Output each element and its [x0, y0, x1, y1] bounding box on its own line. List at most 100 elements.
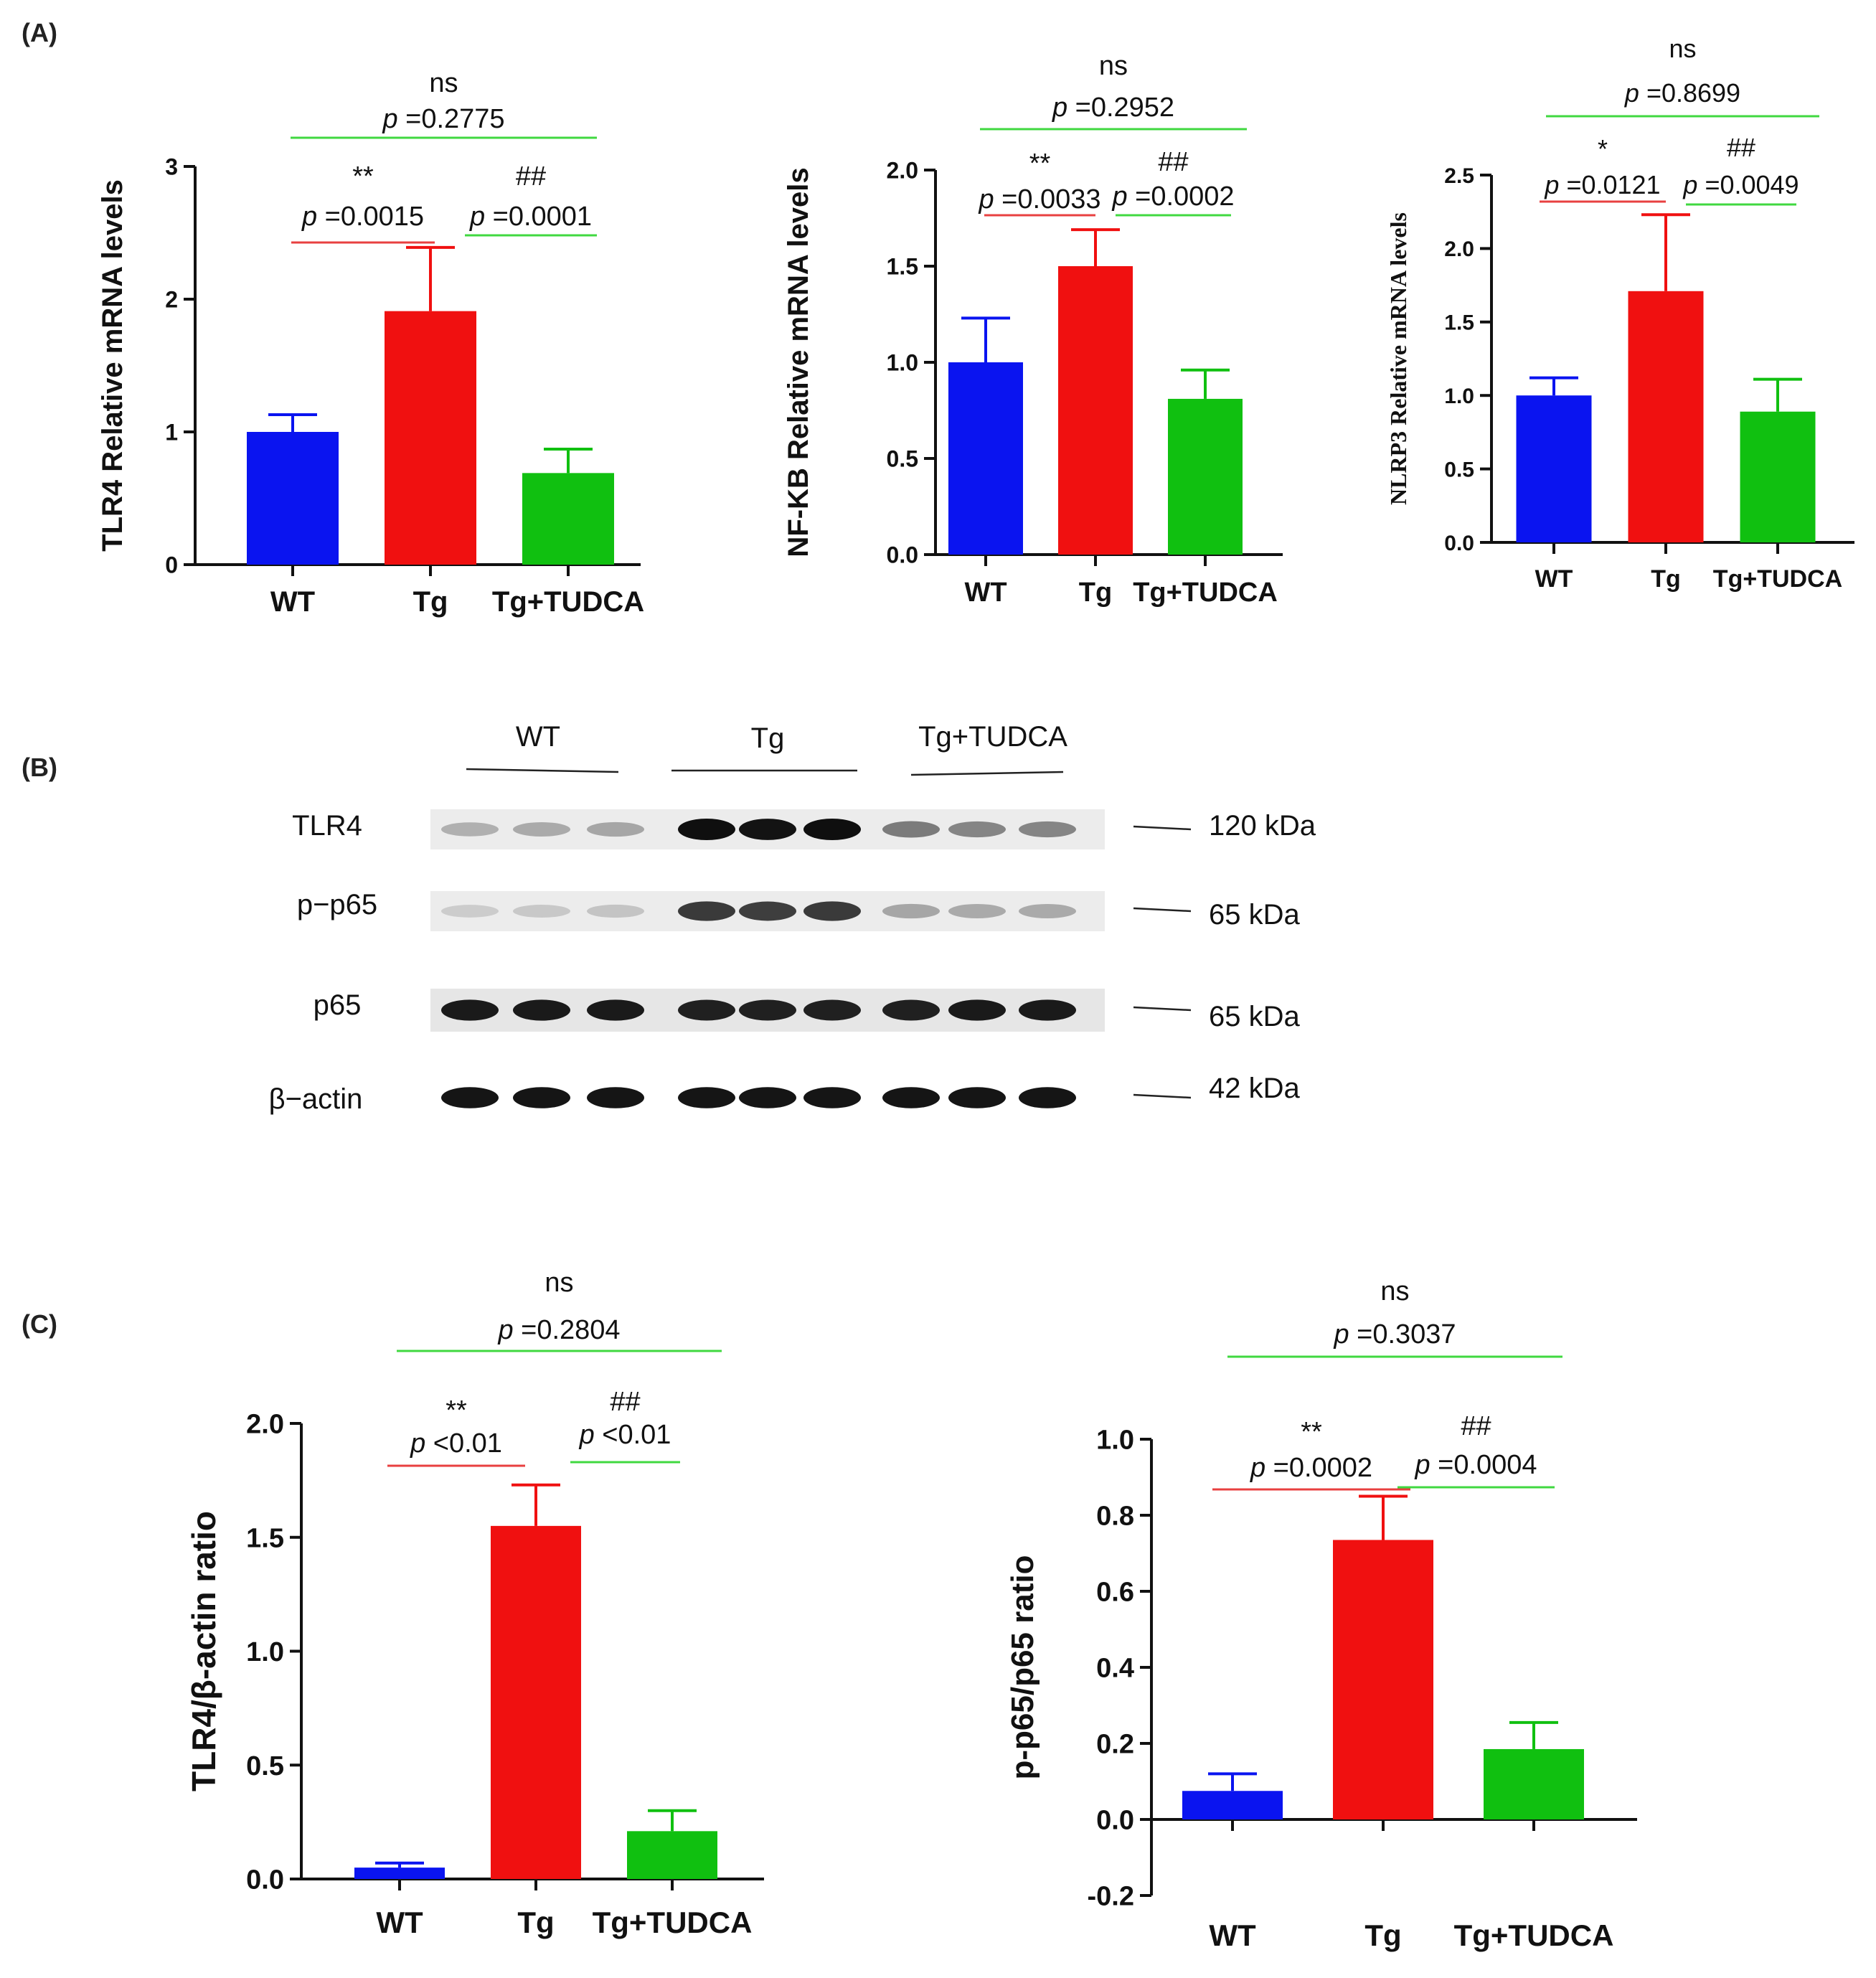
y-tick-label: 1.0: [246, 1637, 284, 1667]
p-value-top: p =0.3037: [1333, 1319, 1456, 1350]
bar-tg: [1628, 291, 1704, 542]
sig-stars-top: ns: [1099, 51, 1128, 81]
blot-band: [513, 999, 570, 1021]
western-blot: WT Tg Tg+TUDCA TLR4 120 kDa p−p65 65 kDa p65 65 …: [269, 721, 1316, 1119]
y-tick-label: 1.5: [1444, 311, 1474, 335]
y-tick-label: 1: [165, 420, 178, 446]
blot-group-label: Tg: [751, 722, 785, 754]
sig-stars-right: ##: [1727, 133, 1755, 162]
y-tick-label: 0.8: [1096, 1502, 1134, 1532]
blot-band: [882, 1087, 940, 1108]
sig-stars-right: ##: [1158, 147, 1188, 177]
bar-wt: [948, 362, 1023, 555]
x-category-label: Tg: [1364, 1918, 1401, 1952]
y-tick-label: 0.0: [887, 542, 918, 568]
p-value-top: p =0.2952: [1052, 93, 1174, 123]
blot-band: [513, 1087, 570, 1108]
blot-band: [678, 999, 735, 1021]
bar-tg: [1333, 1540, 1433, 1819]
y-tick-label: 1.0: [1096, 1426, 1134, 1456]
blot-band: [948, 999, 1006, 1021]
blot-band: [441, 1087, 499, 1108]
sig-stars-left: *: [1598, 134, 1608, 164]
bar-chart-1: 0 1 2 3 WT Tg Tg+TUDCA TLR4 Relative mRNA level…: [97, 68, 644, 618]
y-tick-label: 1.5: [246, 1523, 284, 1553]
blot-band: [948, 821, 1006, 838]
blot-band: [1019, 999, 1076, 1021]
y-axis-label: TLR4/β-actin ratio: [185, 1511, 222, 1791]
sig-stars-top: ns: [1380, 1276, 1409, 1306]
y-tick-label: 2.0: [246, 1410, 284, 1440]
blot-group-label: WT: [516, 721, 560, 753]
bar-tg-tudca: [1484, 1748, 1584, 1819]
y-tick-label: 1.5: [887, 254, 918, 280]
y-tick-label: 0.6: [1096, 1578, 1134, 1608]
bar-tg-tudca: [1168, 398, 1243, 555]
blot-row-label: TLR4: [292, 810, 362, 842]
blot-band: [739, 901, 796, 921]
y-axis-label: NF-KB Relative mRNA levels: [783, 167, 814, 557]
y-tick-label: 2.0: [1444, 237, 1474, 261]
blot-band: [513, 905, 570, 918]
blot-band: [587, 821, 644, 837]
bar-chart-2: 0.0 0.5 1.0 1.5 2.0 WT Tg Tg+TUDCA NF-KB Relativ…: [783, 51, 1283, 608]
sig-stars-top: ns: [545, 1268, 573, 1298]
blot-band: [739, 999, 796, 1021]
x-category-label: Tg: [413, 586, 448, 618]
blot-band: [587, 1087, 644, 1108]
y-tick-label: 0.2: [1096, 1730, 1134, 1760]
p-value-top: p =0.8699: [1624, 78, 1740, 108]
sig-stars-left: **: [446, 1395, 467, 1426]
x-category-label: WT: [1209, 1918, 1256, 1952]
x-category-label: WT: [376, 1906, 423, 1939]
y-tick-label: -0.2: [1088, 1882, 1134, 1912]
blot-band: [882, 821, 940, 838]
y-tick-label: 0.4: [1096, 1654, 1134, 1684]
bar-tg: [1058, 266, 1133, 555]
blot-band: [739, 819, 796, 840]
y-tick-label: 0.0: [246, 1865, 284, 1895]
p-value-right: p =0.0002: [1111, 182, 1234, 212]
sig-stars-right: ##: [1461, 1411, 1491, 1441]
blot-row-label: p65: [314, 989, 362, 1021]
p-value-right: p =0.0049: [1682, 170, 1799, 199]
blot-group-underline: [910, 771, 1064, 776]
blot-band: [587, 999, 644, 1021]
p-value-right: p <0.01: [579, 1420, 671, 1450]
bar-wt: [354, 1868, 445, 1879]
blot-band: [678, 1087, 735, 1108]
panel-label-c: (C): [22, 1309, 57, 1339]
panel-label-b: (B): [22, 753, 57, 782]
bar-charts: 0 1 2 3 WT Tg Tg+TUDCA TLR4 Relative mRNA level…: [97, 34, 1854, 1952]
y-tick-label: 0.0: [1444, 532, 1474, 555]
blot-kda-label: 65 kDa: [1209, 1001, 1300, 1032]
x-category-label: Tg: [1651, 565, 1681, 593]
blot-band: [441, 999, 499, 1021]
blot-band: [1019, 821, 1076, 838]
blot-band: [1019, 1087, 1076, 1108]
y-axis-label: p-p65/p65 ratio: [1005, 1555, 1040, 1780]
blot-band: [803, 819, 861, 840]
sig-stars-left: **: [1029, 149, 1051, 179]
sig-stars-top: ns: [429, 68, 458, 98]
bar-tg: [385, 311, 476, 565]
p-value-top: p =0.2775: [382, 104, 504, 134]
blot-kda-label: 65 kDa: [1209, 899, 1300, 931]
sig-stars-right: ##: [516, 161, 546, 192]
y-tick-label: 0: [165, 552, 178, 578]
blot-band: [441, 822, 499, 837]
p-value-right: p =0.0001: [469, 202, 592, 232]
blot-kda-label: 120 kDa: [1209, 810, 1316, 842]
blot-marker-line: [1133, 1006, 1192, 1012]
blot-marker-line: [1133, 907, 1192, 913]
sig-stars-left: **: [1301, 1417, 1322, 1447]
y-tick-label: 0.5: [246, 1751, 284, 1781]
blot-band: [948, 1087, 1006, 1108]
x-category-label: Tg+TUDCA: [1133, 578, 1278, 608]
blot-group-underline: [466, 768, 619, 773]
sig-stars-left: **: [352, 161, 374, 192]
blot-band: [803, 901, 861, 921]
bar-wt: [1182, 1791, 1283, 1819]
blot-band: [678, 819, 735, 840]
